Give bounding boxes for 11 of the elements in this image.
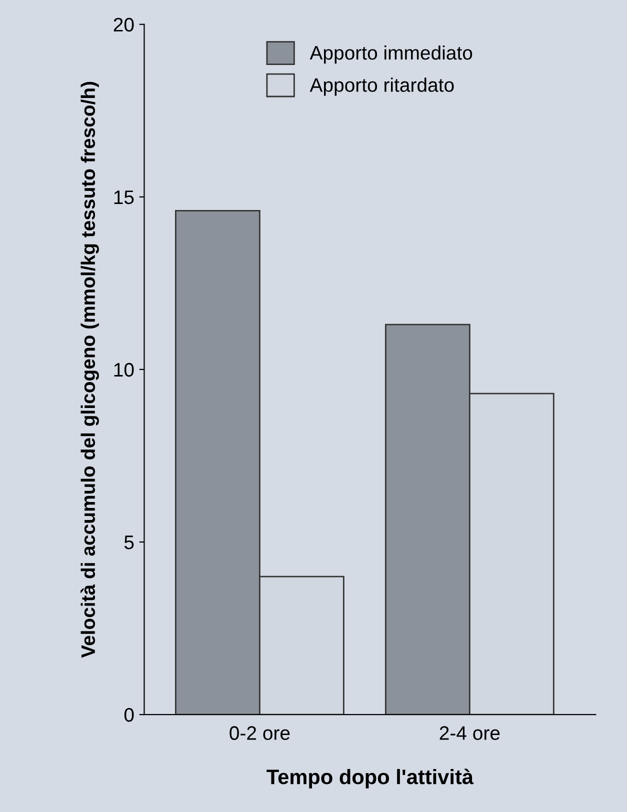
y-tick-label: 20 bbox=[114, 18, 134, 32]
x-axis-title: Tempo dopo l'attività bbox=[266, 768, 474, 788]
y-tick-label: 15 bbox=[114, 190, 134, 204]
y-tick-label: 0 bbox=[124, 708, 134, 722]
y-tick-label: 5 bbox=[124, 536, 134, 550]
x-tick-label: 0-2 ore bbox=[230, 726, 290, 740]
y-tick-label: 10 bbox=[114, 362, 134, 377]
legend-label: Apporto ritardato bbox=[310, 78, 454, 96]
y-axis-title: Velocità di accumulo del glicogeno (mmol/kg tessuto fresco/h) bbox=[80, 82, 99, 658]
legend-label: Apporto immediato bbox=[310, 45, 472, 64]
x-tick-label: 2-4 ore bbox=[440, 726, 500, 740]
